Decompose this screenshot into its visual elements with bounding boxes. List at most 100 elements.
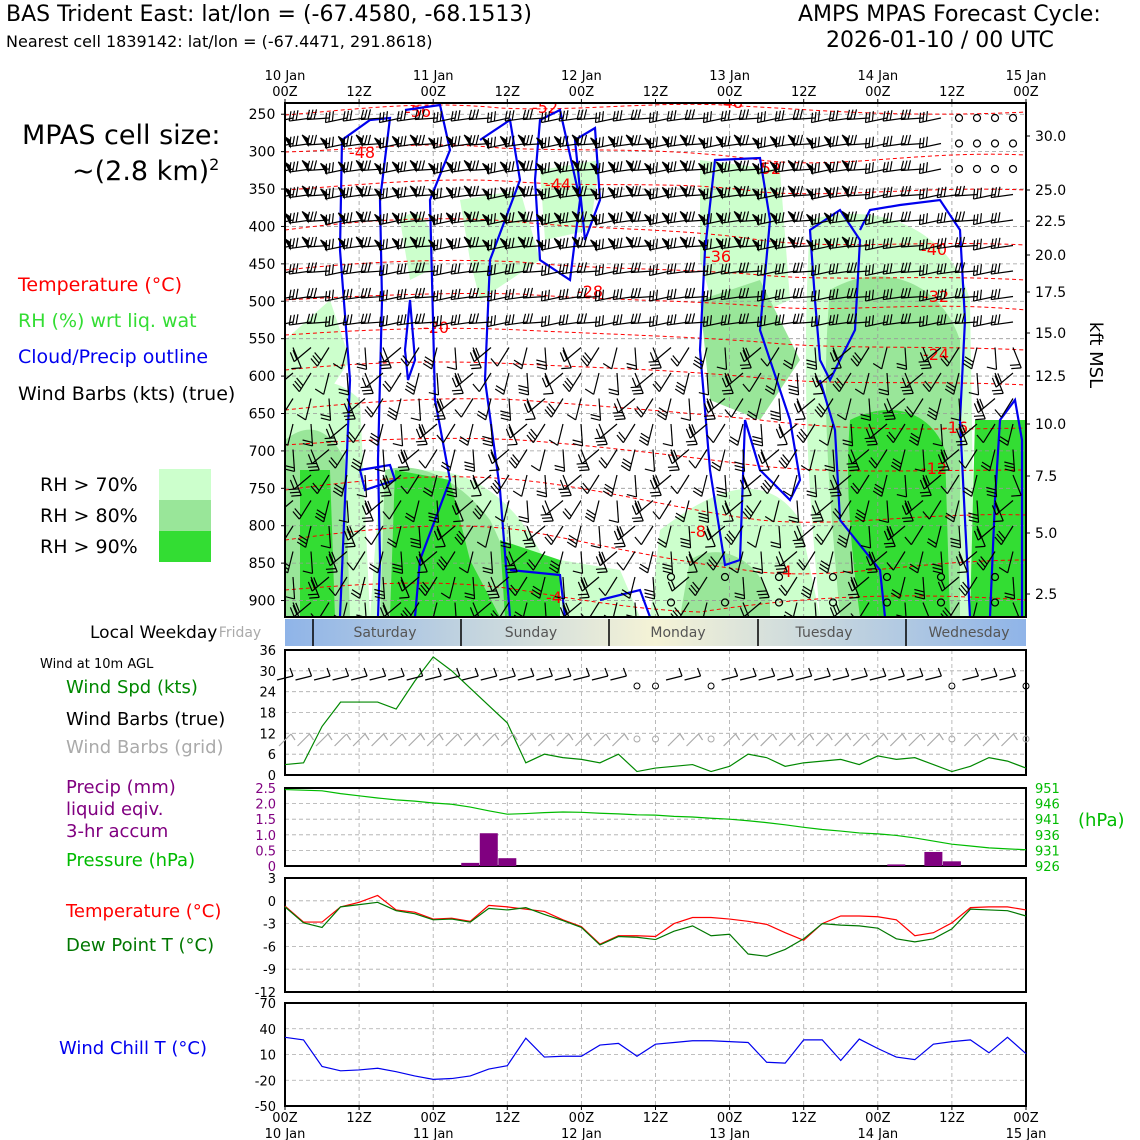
barb-pennant xyxy=(787,159,795,173)
barb-feather xyxy=(572,442,583,447)
barb-feather xyxy=(742,477,748,488)
barb-feather xyxy=(568,534,578,542)
barb-feather xyxy=(853,313,858,324)
barb-feather xyxy=(436,111,439,122)
barb-feather xyxy=(763,111,767,122)
barb-feather xyxy=(634,409,642,418)
barb-feather xyxy=(420,584,428,594)
barb-feather xyxy=(441,461,451,468)
barb-pennant xyxy=(752,239,760,253)
barb-feather xyxy=(346,263,350,274)
barb-feather xyxy=(436,562,444,571)
barb-feather xyxy=(850,613,855,617)
barb-pennant xyxy=(661,135,669,149)
barb-feather xyxy=(724,263,728,274)
barb-feather xyxy=(954,211,959,222)
barb-feather xyxy=(903,520,914,523)
barb-feather xyxy=(490,111,493,122)
barb-feather xyxy=(432,112,436,123)
barb-staff xyxy=(658,500,672,520)
barb-feather xyxy=(853,236,858,247)
true-barb-feather xyxy=(345,667,350,677)
barb-staff xyxy=(550,525,564,545)
barb-feather xyxy=(936,213,940,224)
barb-feather xyxy=(666,315,670,326)
barb-feather xyxy=(637,109,642,120)
barb-feather xyxy=(943,288,947,299)
barb-feather xyxy=(294,380,302,390)
barb-feather xyxy=(868,188,871,199)
barb-feather xyxy=(544,213,547,224)
bottom-date-label: 12 Jan xyxy=(561,1127,602,1140)
barb-feather xyxy=(814,162,817,173)
barb-feather xyxy=(433,403,439,413)
barb-feather xyxy=(690,584,698,594)
barb-feather xyxy=(652,290,655,301)
barb-feather xyxy=(523,403,529,413)
barb-staff xyxy=(629,576,636,599)
barb-feather xyxy=(760,264,763,275)
barb-feather xyxy=(367,262,372,273)
barb-feather xyxy=(972,316,976,327)
barb-feather xyxy=(745,109,750,120)
barb-feather xyxy=(508,212,512,223)
barb-feather xyxy=(313,160,318,171)
true-barb-feather xyxy=(974,667,979,677)
grid-barb xyxy=(871,733,885,747)
barb-feather xyxy=(778,460,786,469)
barb-feather xyxy=(673,186,677,197)
true-barb xyxy=(332,675,349,681)
barb-feather xyxy=(741,367,752,370)
barb-feather xyxy=(792,288,797,299)
barb-staff xyxy=(521,347,528,369)
calm-circle xyxy=(720,598,730,607)
barb-feather xyxy=(673,212,677,223)
barb-staff xyxy=(773,500,780,522)
barb-feather xyxy=(421,236,426,247)
true-barb xyxy=(406,675,423,681)
barb-feather xyxy=(298,534,308,542)
barb-staff xyxy=(958,398,962,421)
grid-barb xyxy=(686,733,699,747)
barb-feather xyxy=(806,362,817,367)
barb-feather xyxy=(741,262,746,273)
barb-feather xyxy=(846,262,851,273)
barb-feather xyxy=(792,262,797,273)
barb-staff xyxy=(532,423,546,443)
barb-feather xyxy=(468,288,473,299)
y-tick-label: 12 xyxy=(259,727,276,742)
barb-staff xyxy=(676,347,690,367)
barb-feather xyxy=(778,238,782,249)
barb-feather xyxy=(778,212,782,223)
barb-feather xyxy=(561,367,572,370)
barb-feather xyxy=(471,160,476,171)
barb-feather xyxy=(745,160,750,171)
barb-feather xyxy=(392,566,403,571)
barb-staff xyxy=(796,398,806,420)
forecast-cycle-date: 2026-01-10 / 00 UTC xyxy=(826,28,1054,53)
barb-feather xyxy=(364,536,372,546)
barb-feather xyxy=(597,443,608,446)
barb-pennant xyxy=(499,161,507,175)
barb-staff xyxy=(832,347,842,369)
kft-tick-label: 17.5 xyxy=(1035,285,1066,301)
barb-staff xyxy=(640,525,654,545)
barb-feather xyxy=(652,477,658,488)
barb-feather xyxy=(492,482,500,492)
barb-staff xyxy=(472,474,482,496)
top-date-label: 14 Jan xyxy=(857,69,898,84)
barb-pennant xyxy=(571,134,579,148)
barb-feather xyxy=(475,313,480,324)
barb-feather xyxy=(327,571,338,574)
barb-feather xyxy=(576,288,581,299)
barb-feather xyxy=(313,236,318,247)
barb-pennant xyxy=(320,162,328,176)
barb-feather xyxy=(396,289,400,300)
rh90-swatch xyxy=(159,531,211,562)
barb-feather xyxy=(472,511,480,520)
pressure-tick-label: 946 xyxy=(1035,798,1060,813)
grid-barb xyxy=(537,733,551,747)
barb-feather xyxy=(363,520,374,523)
barb-feather xyxy=(781,161,785,172)
